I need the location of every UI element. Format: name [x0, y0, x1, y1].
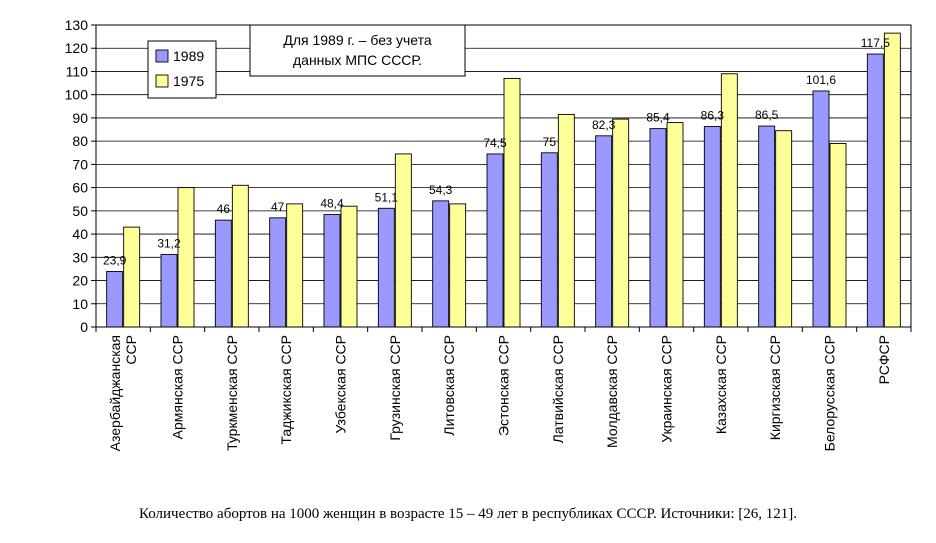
data-label: 47 — [271, 200, 285, 214]
y-tick-label: 0 — [80, 319, 88, 335]
annotation-text: данных МПС СССР. — [293, 52, 422, 68]
data-label: 82,3 — [592, 118, 616, 132]
x-tick-label: Киргизская ССР — [767, 335, 783, 440]
bar-1975 — [557, 113, 575, 328]
data-label: 48,4 — [320, 197, 344, 211]
bars — [106, 32, 901, 328]
x-tick-label: Украинская ССР — [659, 335, 675, 443]
y-tick-label: 40 — [72, 226, 88, 242]
y-tick-label: 130 — [65, 17, 89, 33]
y-tick-label: 10 — [72, 296, 88, 312]
x-tick-label: Эстонская ССР — [496, 335, 512, 436]
bar-1989 — [812, 90, 830, 328]
plot-area-border — [95, 24, 912, 328]
x-tick-label: Грузинская ССР — [387, 335, 403, 441]
data-label: 117,5 — [861, 36, 890, 50]
bar-1989 — [106, 271, 124, 328]
annotation-frame — [249, 24, 466, 77]
y-tick-label: 90 — [72, 110, 88, 126]
x-tick-label: Латвийская ССР — [550, 335, 566, 443]
data-labels: 23,9 31,2 46 47 48,4 51,1 54,3 74,5 75 82,3 85,4 86… — [103, 36, 890, 267]
data-label: 86,3 — [701, 109, 725, 123]
x-tick-label: ССР — [123, 335, 139, 365]
bar-1975 — [829, 143, 847, 328]
x-tick-label: Белорусская ССР — [822, 335, 838, 451]
annotation-box: Для 1989 г. – без учета данных МПС СССР. — [249, 24, 466, 77]
data-label: 54,3 — [429, 183, 453, 197]
y-tick-label: 110 — [66, 63, 89, 79]
bar-1975 — [340, 205, 358, 328]
bar-1989 — [269, 217, 287, 328]
bar-1975 — [883, 32, 901, 328]
legend-swatch-1989 — [155, 49, 169, 63]
data-label: 85,4 — [646, 111, 670, 125]
y-tick-label: 50 — [72, 203, 88, 219]
bar-1989 — [432, 200, 450, 328]
x-tick-label: Таджикская ССР — [278, 335, 294, 445]
bar-1989 — [540, 152, 558, 328]
x-tick-label: Азербайджанская — [107, 335, 123, 451]
bar-1989 — [323, 214, 341, 328]
data-label: 86,5 — [755, 108, 779, 122]
bar-1975 — [775, 130, 793, 328]
bar-1975 — [123, 226, 141, 328]
data-label: 23,9 — [103, 253, 127, 267]
bar-1989 — [377, 207, 395, 328]
bar-1989 — [866, 53, 884, 328]
data-label: 75 — [543, 135, 557, 149]
axes: 0 10 20 30 40 50 60 70 80 90 100 110 120 130 Азербайдж… — [65, 17, 912, 451]
bar-1975 — [503, 77, 521, 328]
bar-1975 — [449, 203, 467, 328]
bar-1989 — [758, 125, 776, 328]
data-label: 46 — [217, 202, 231, 216]
x-tick-label: РСФСР — [876, 335, 892, 384]
bar-1975 — [612, 118, 630, 328]
y-tick-label: 70 — [72, 156, 88, 172]
data-label: 51,1 — [375, 190, 399, 204]
x-tick-label: Молдавская ССР — [604, 335, 620, 448]
bar-1975 — [666, 122, 684, 328]
bar-1989 — [214, 219, 232, 328]
data-label: 74,5 — [483, 136, 507, 150]
legend-label: 1989 — [173, 48, 204, 64]
x-tick-label: Узбекская ССР — [333, 335, 349, 434]
x-tick-label: Казахская ССР — [713, 335, 729, 434]
y-tick-label: 30 — [72, 249, 88, 265]
bar-1989 — [486, 153, 504, 328]
x-tick-label: Туркменская ССР — [224, 335, 240, 451]
y-tick-label: 60 — [72, 180, 88, 196]
bar-1989 — [595, 135, 613, 328]
legend: 1989 1975 — [147, 40, 217, 99]
legend-label: 1975 — [173, 73, 204, 89]
bar-1975 — [177, 187, 195, 328]
data-label: 101,6 — [806, 73, 836, 87]
y-tick-label: 80 — [72, 133, 88, 149]
x-tick-label: Армянская ССР — [170, 335, 186, 439]
x-tick-label: Литовская ССР — [441, 335, 457, 436]
data-label: 31,2 — [157, 237, 181, 251]
y-tick-label: 100 — [65, 87, 89, 103]
bar-1975 — [394, 153, 412, 328]
y-tick-label: 20 — [72, 273, 88, 289]
bar-1975 — [286, 203, 304, 328]
bar-1989 — [649, 128, 667, 328]
legend-swatch-1975 — [155, 74, 169, 88]
bar-chart: 0 10 20 30 40 50 60 70 80 90 100 110 120 130 Азербайдж… — [65, 17, 912, 451]
bar-1989 — [703, 126, 721, 328]
y-tick-label: 120 — [65, 40, 89, 56]
figure-caption: Количество абортов на 1000 женщин в возр… — [138, 506, 798, 522]
bar-1975 — [231, 184, 249, 328]
bar-1989 — [160, 254, 178, 328]
annotation-text: Для 1989 г. – без учета — [283, 32, 432, 48]
